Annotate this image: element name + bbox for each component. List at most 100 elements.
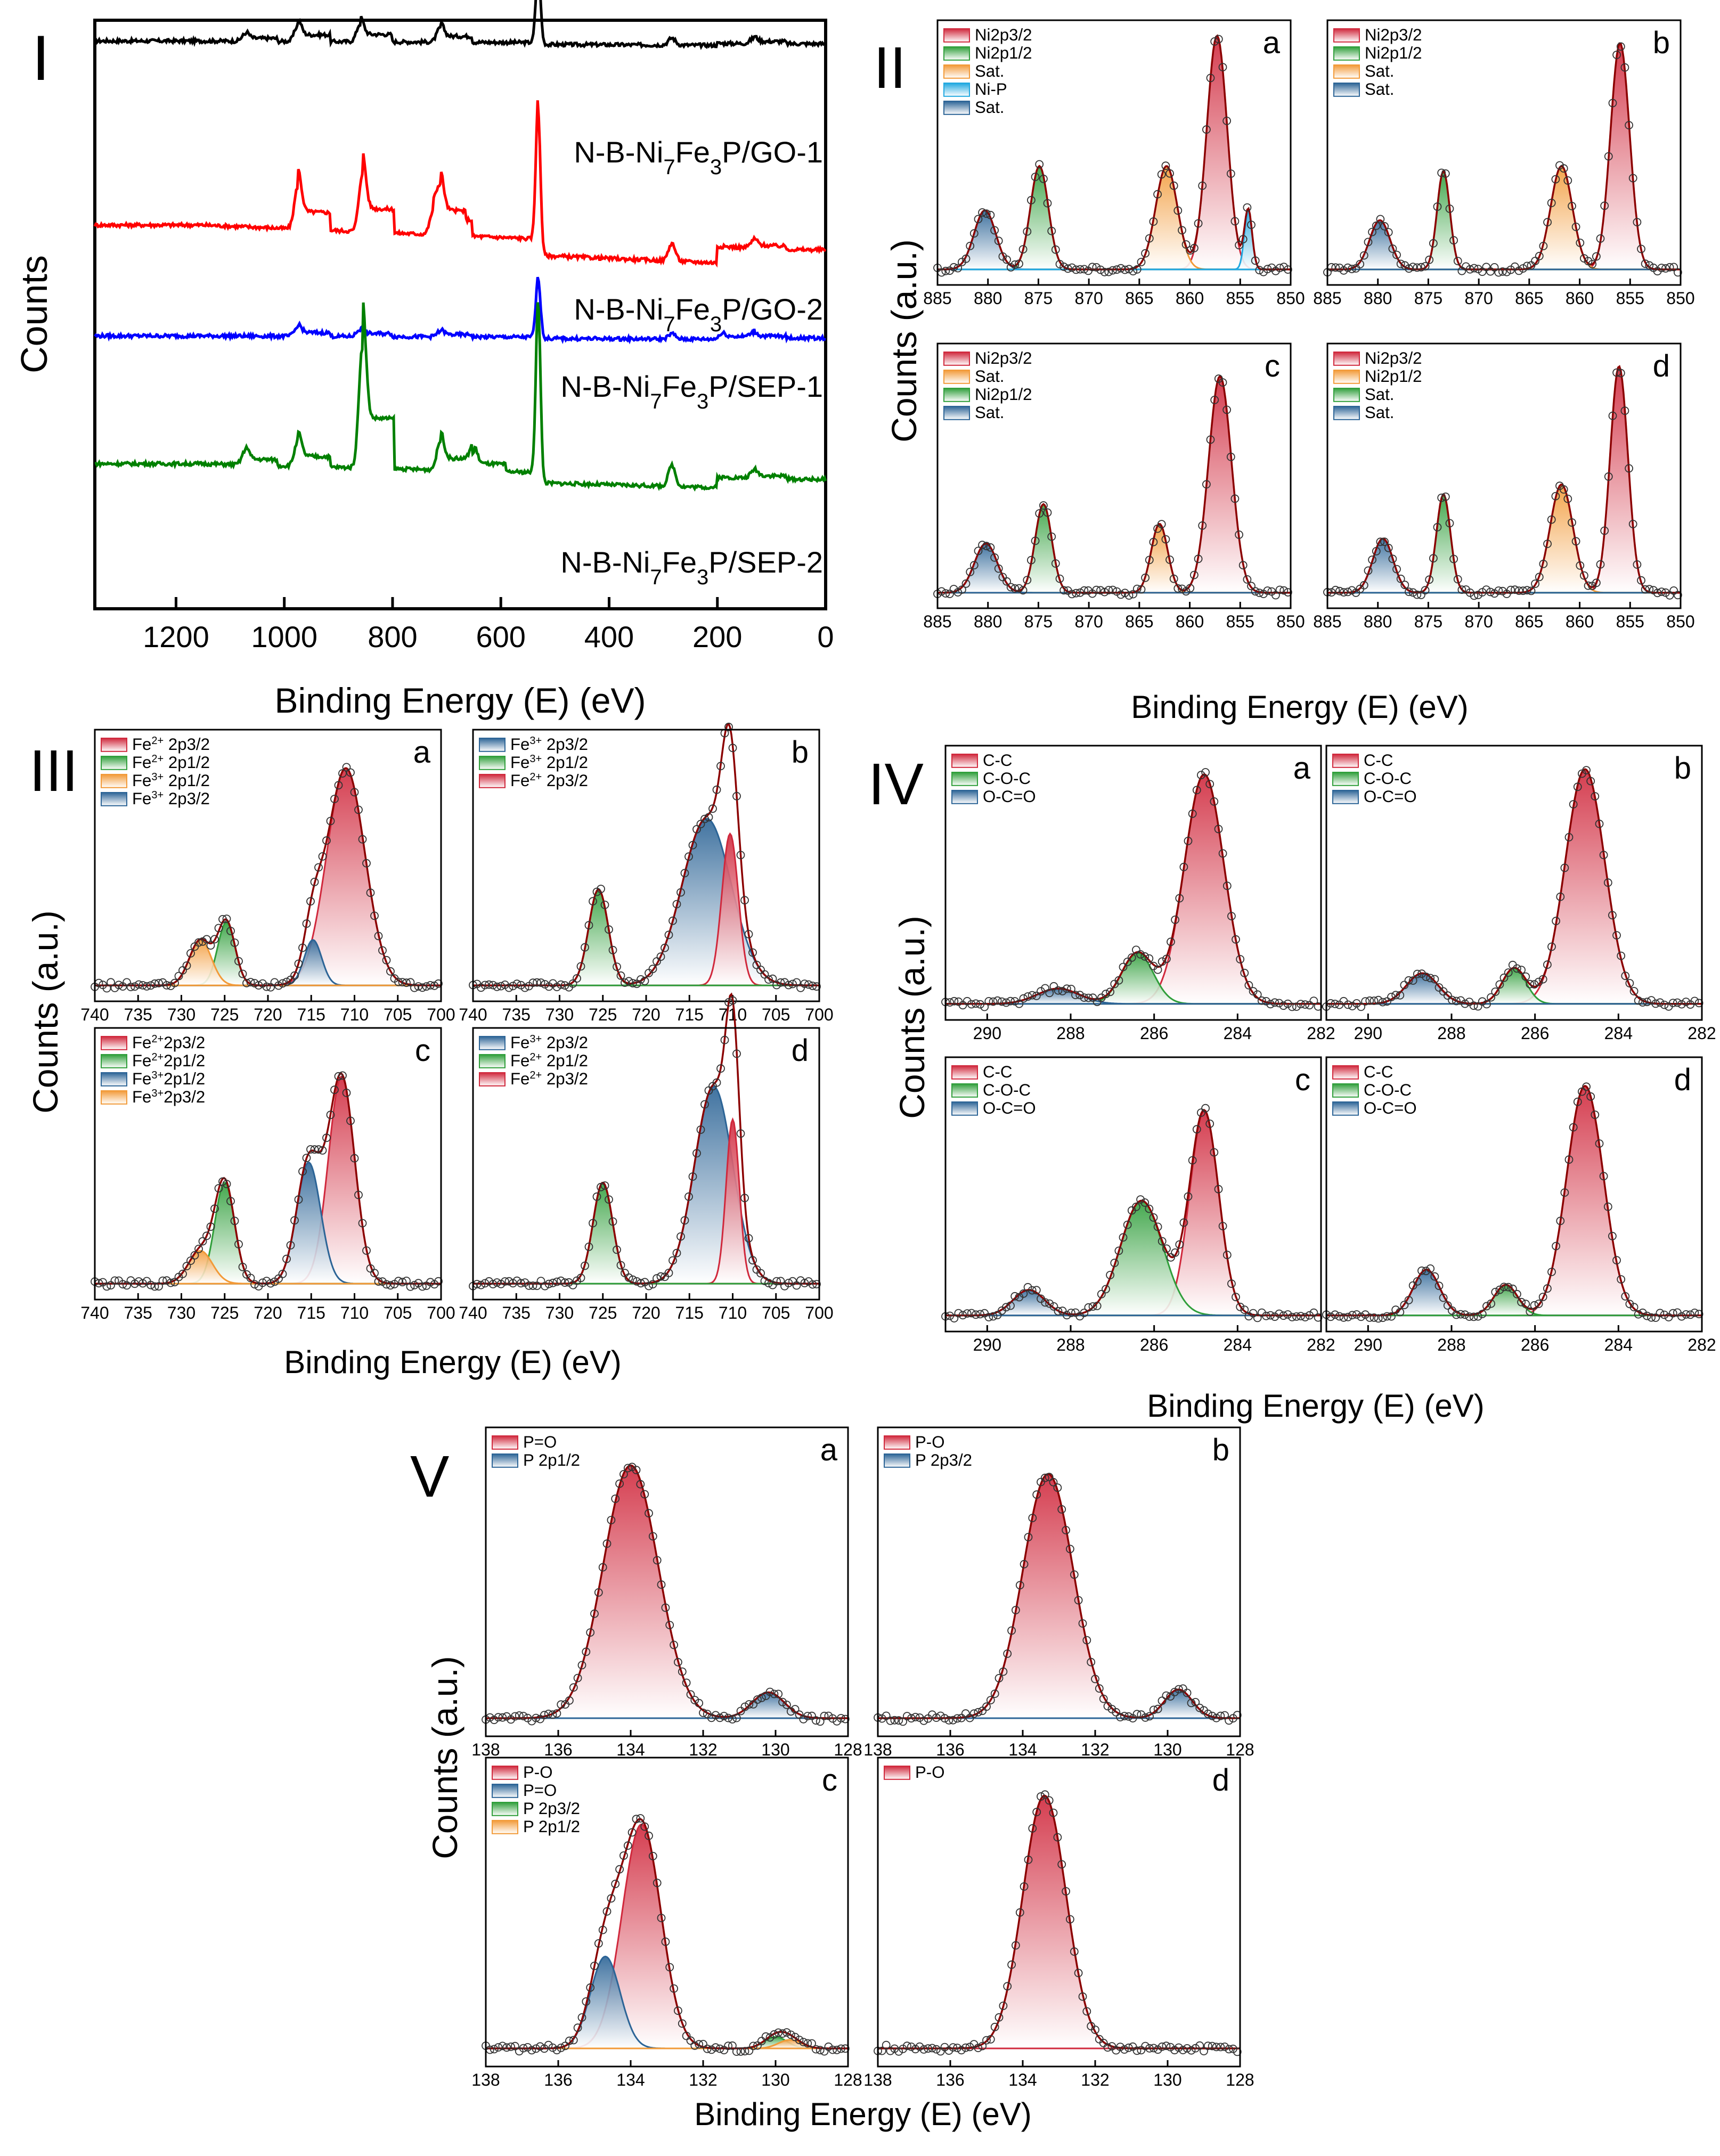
raw-point [589, 1219, 597, 1228]
panel-xtick-label: 290 [1354, 1024, 1382, 1043]
raw-point [1682, 1310, 1691, 1319]
raw-point [1301, 1313, 1310, 1321]
panel-xtick-label: 705 [384, 1303, 412, 1322]
raw-point [1495, 1285, 1504, 1294]
raw-point [1145, 2044, 1154, 2053]
raw-point [131, 982, 139, 991]
raw-point [1563, 176, 1572, 185]
raw-point [1547, 1268, 1556, 1277]
raw-point [680, 1216, 689, 1225]
raw-point [978, 208, 987, 217]
fit-peak-III-c-1 [95, 1075, 441, 1285]
raw-point [511, 1712, 519, 1721]
raw-point [1141, 249, 1150, 258]
legend-label: C-O-C [1364, 769, 1412, 788]
raw-point [1348, 1311, 1357, 1320]
raw-point [1564, 833, 1574, 842]
series-label-part: 3 [697, 390, 708, 413]
raw-point [1129, 590, 1138, 599]
raw-point [953, 588, 963, 597]
raw-point [541, 980, 549, 989]
raw-point [1057, 1505, 1066, 1514]
legend-swatch [1333, 406, 1360, 420]
raw-point [1049, 1808, 1058, 1817]
panel-xtick-label: 134 [616, 1740, 645, 1759]
raw-point [982, 2036, 991, 2045]
raw-point [1408, 263, 1417, 272]
legend-label: P 2p1/2 [523, 1451, 580, 1469]
raw-point [1145, 234, 1154, 243]
panel-xtick-label: 136 [544, 2070, 572, 2089]
raw-point [808, 2039, 816, 2048]
raw-point [969, 561, 979, 570]
raw-point [1175, 894, 1184, 903]
raw-point [1608, 411, 1617, 420]
raw-point [150, 1282, 159, 1291]
raw-point [1347, 265, 1356, 273]
legend-label-sup: 2+ [151, 735, 164, 747]
raw-point [493, 1278, 501, 1287]
legend-swatch [884, 1453, 910, 1468]
raw-point [314, 1145, 323, 1154]
raw-point [1214, 1185, 1223, 1194]
raw-point [632, 1815, 641, 1824]
legend-label-sup: 3+ [529, 735, 542, 747]
raw-point [306, 1145, 315, 1154]
raw-point [1408, 976, 1417, 985]
chart-I-xtick-label: 1200 [143, 620, 209, 654]
raw-point [1170, 2046, 1179, 2055]
legend-label: P-O [915, 1433, 944, 1451]
raw-point [795, 2036, 804, 2044]
legend-label-sup: 3+ [529, 753, 542, 765]
raw-point [1538, 975, 1547, 984]
raw-point [1430, 975, 1439, 984]
raw-point [1233, 2047, 1242, 2056]
raw-point [182, 1262, 191, 1271]
raw-point [1225, 2045, 1234, 2054]
fit-peak-V-c-1 [486, 1823, 848, 2049]
raw-point [764, 1279, 773, 1287]
panel-xtick-label: 700 [805, 1303, 833, 1322]
raw-point [557, 980, 565, 989]
raw-point [1504, 1283, 1513, 1292]
raw-point [653, 1879, 662, 1888]
raw-point [504, 1277, 513, 1286]
legend-swatch [951, 772, 978, 786]
panel-xtick-label: 720 [254, 1005, 282, 1024]
raw-point [1343, 1312, 1352, 1321]
raw-point [1183, 2044, 1192, 2053]
raw-point [774, 2028, 783, 2037]
raw-point [1387, 1312, 1396, 1321]
series-label-2: N-B-Ni7Fe3P/GO-2 [574, 292, 823, 336]
raw-point [1651, 1313, 1660, 1322]
panel-xtick-label: 288 [1437, 1335, 1465, 1354]
raw-point [903, 2041, 911, 2051]
raw-point [314, 863, 323, 872]
raw-point [434, 979, 443, 988]
raw-point [1314, 1002, 1323, 1011]
raw-point [629, 979, 637, 987]
legend-swatch [1333, 352, 1360, 366]
raw-point [1075, 265, 1085, 274]
raw-point [206, 1222, 215, 1231]
raw-point [711, 1711, 720, 1720]
raw-point [944, 1716, 953, 1725]
panel-xtick-label: 880 [1364, 612, 1392, 631]
raw-point [1222, 116, 1232, 125]
raw-point [1380, 537, 1389, 546]
raw-point [1287, 1312, 1297, 1321]
raw-point [1212, 2043, 1221, 2052]
raw-point [1633, 218, 1642, 227]
series-label-part: 7 [650, 390, 662, 413]
raw-point [485, 980, 493, 989]
raw-point [1447, 995, 1456, 1005]
legend-label-sup: 3+ [151, 771, 164, 783]
raw-point [816, 1717, 825, 1726]
raw-point [560, 1278, 569, 1287]
raw-point [1380, 222, 1389, 231]
raw-point [1255, 589, 1264, 597]
raw-point [1106, 987, 1115, 997]
raw-point [961, 579, 971, 588]
raw-point [1502, 267, 1511, 276]
raw-point [1067, 1309, 1075, 1317]
